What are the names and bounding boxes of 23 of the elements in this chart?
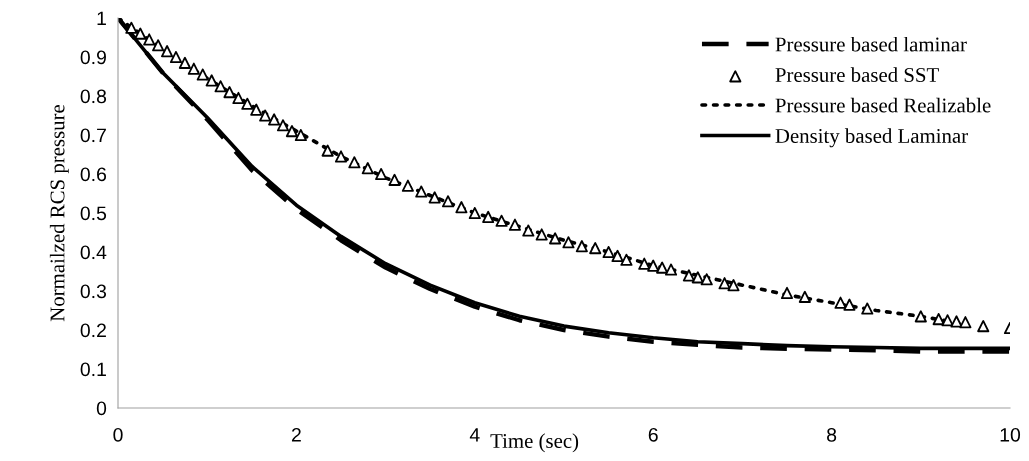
y-tick-label: 0.1 — [80, 362, 106, 377]
y-tick-label: 0.7 — [80, 128, 106, 143]
x-axis-title: Time (sec) — [490, 433, 579, 453]
y-tick-label: 0.4 — [80, 245, 107, 260]
y-tick-label: 0.8 — [80, 89, 107, 104]
y-tick-label: 0.9 — [80, 50, 106, 65]
legend-label: Pressure based Realizable — [775, 97, 991, 113]
x-tick-label: 2 — [291, 427, 301, 442]
y-tick-label: 0 — [96, 401, 107, 416]
y-tick-label: 0.2 — [80, 323, 106, 338]
y-tick-label: 0.5 — [80, 206, 107, 221]
legend-label: Pressure based laminar — [775, 36, 967, 52]
x-tick-label: 0 — [113, 427, 123, 442]
x-tick-label: 4 — [469, 428, 480, 442]
legend-label: Pressure based SST — [775, 67, 939, 83]
x-tick-label: 6 — [648, 427, 658, 442]
x-tick-label: 8 — [827, 427, 837, 442]
y-tick-label: 1 — [97, 11, 106, 26]
y-tick-label: 0.3 — [80, 284, 107, 299]
x-tick-label: 10 — [1000, 427, 1021, 442]
y-tick-label: 0.6 — [80, 167, 107, 182]
y-axis-title: Normailzed RCS pressure — [49, 104, 69, 322]
legend-label: Density based Laminar — [775, 128, 968, 148]
